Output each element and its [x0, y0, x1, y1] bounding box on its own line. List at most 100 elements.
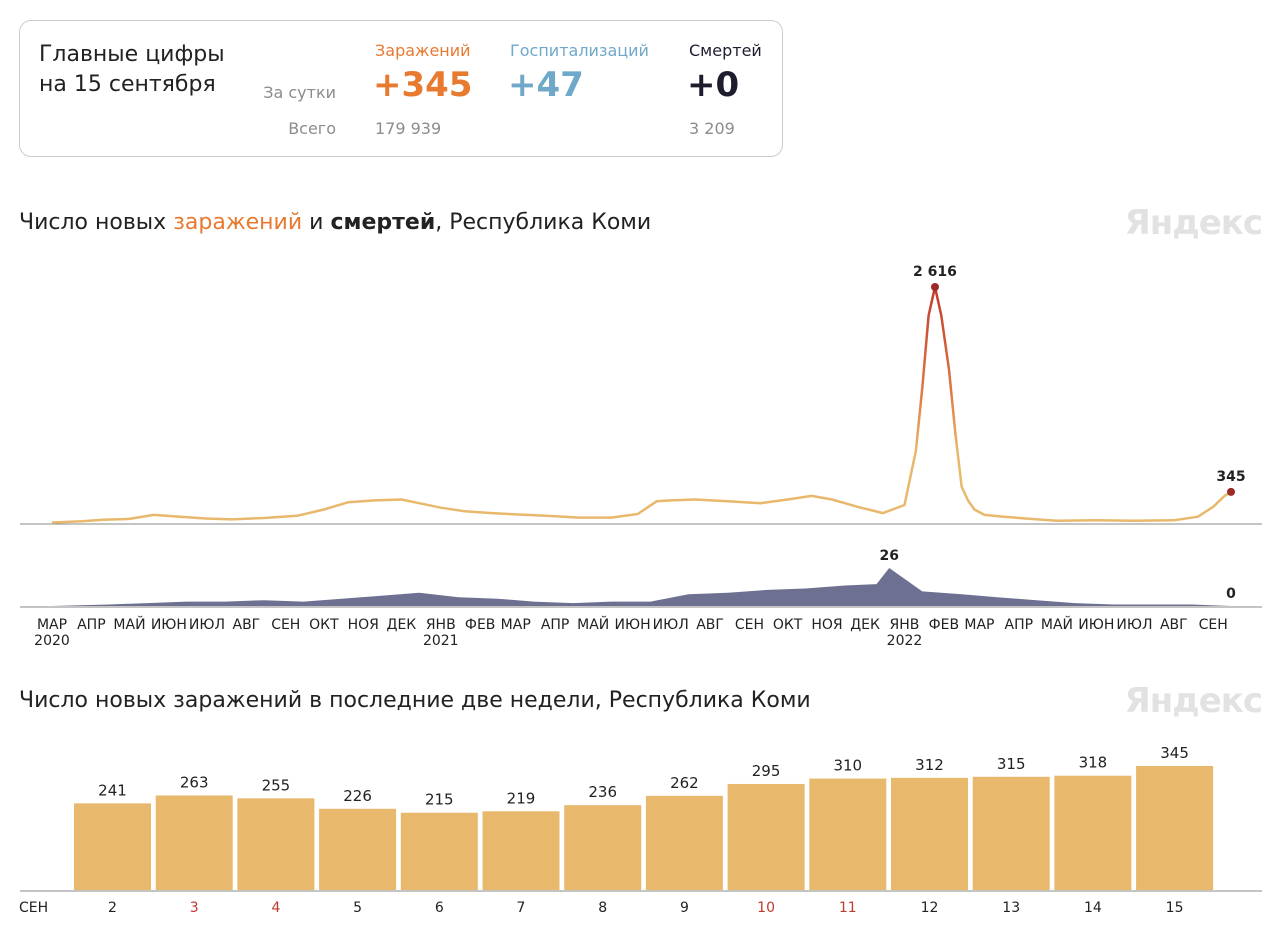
bar-value-label-7: 219 — [507, 789, 536, 807]
bars-month-label: СЕН — [19, 900, 48, 916]
x-tick-label-12: МАР — [501, 617, 531, 633]
deaths-daily: +0 — [687, 65, 740, 105]
bar-value-label-3: 263 — [180, 773, 209, 791]
infections-annotation-1: 345 — [1216, 469, 1245, 485]
bar-value-label-9: 262 — [670, 774, 699, 792]
x-tick-label-2: МАЙ — [113, 615, 145, 633]
bar-value-label-4: 255 — [262, 776, 291, 794]
bar-category-label-11: 11 — [839, 900, 857, 916]
bar-8 — [564, 805, 642, 890]
x-tick-label-3: ИЮН — [151, 617, 187, 633]
summary-title-line2: на 15 сентября — [39, 72, 216, 97]
bar-4 — [237, 798, 315, 890]
year-label-2: 2022 — [887, 633, 923, 649]
infections-label: Заражений — [375, 41, 471, 60]
hospitalizations-daily: +47 — [508, 65, 584, 105]
bar-value-label-6: 215 — [425, 791, 454, 809]
bar-category-label-7: 7 — [517, 900, 526, 916]
bar-9 — [645, 795, 723, 890]
bar-category-label-14: 14 — [1084, 900, 1102, 916]
deaths-label: Смертей — [689, 41, 762, 60]
bar-7 — [482, 811, 560, 890]
bar-12 — [891, 777, 968, 890]
bar-6 — [400, 812, 478, 890]
bar-category-label-9: 9 — [680, 900, 689, 916]
bar-5 — [319, 808, 397, 890]
bars-chart-title: Число новых заражений в последние две не… — [19, 688, 811, 713]
bar-2 — [74, 803, 151, 890]
x-tick-label-13: АПР — [541, 617, 570, 633]
x-tick-label-23: ФЕВ — [929, 617, 960, 633]
bar-value-label-15: 345 — [1160, 744, 1189, 762]
x-tick-label-6: СЕН — [271, 617, 300, 633]
bar-15 — [1136, 766, 1214, 890]
bar-value-label-11: 310 — [833, 757, 862, 775]
x-tick-label-20: НОЯ — [811, 617, 842, 633]
bar-category-label-4: 4 — [271, 900, 280, 916]
x-tick-label-26: МАЙ — [1041, 615, 1073, 633]
deaths-annotation-0: 26 — [880, 548, 899, 564]
bar-11 — [809, 778, 887, 890]
x-tick-label-9: ДЕК — [387, 617, 417, 633]
row-daily-label: За сутки — [263, 83, 336, 102]
yandex-watermark-2: Яндекс — [1124, 681, 1263, 721]
bar-value-label-14: 318 — [1079, 754, 1108, 772]
x-tick-label-27: ИЮН — [1078, 617, 1114, 633]
x-tick-label-30: СЕН — [1199, 617, 1228, 633]
summary-title-line1: Главные цифры — [39, 42, 225, 67]
main-title-part3: и — [302, 210, 331, 235]
main-chart-title: Число новых заражений и смертей, Республ… — [19, 210, 651, 235]
x-tick-label-25: АПР — [1005, 617, 1034, 633]
infections-daily: +345 — [373, 65, 473, 105]
summary-card: Главные цифры на 15 сентября За сутки Вс… — [19, 20, 783, 157]
x-tick-label-11: ФЕВ — [465, 617, 496, 633]
bar-value-label-2: 241 — [98, 781, 127, 799]
main-title-deaths: смертей — [330, 210, 436, 235]
infections-total: 179 939 — [375, 119, 442, 138]
infections-annotation-0: 2 616 — [913, 264, 957, 280]
deaths-area — [52, 568, 1231, 606]
bar-category-label-2: 2 — [108, 900, 117, 916]
x-tick-label-0: МАР — [37, 617, 67, 633]
bar-14 — [1054, 775, 1132, 890]
year-label-1: 2021 — [423, 633, 459, 649]
x-tick-label-7: ОКТ — [309, 617, 339, 633]
x-tick-label-28: ИЮЛ — [1116, 617, 1152, 633]
infections-marker-1 — [1227, 487, 1235, 496]
infections-line — [51, 285, 1232, 524]
x-tick-label-18: СЕН — [735, 617, 764, 633]
bar-value-label-13: 315 — [997, 755, 1026, 773]
x-tick-label-17: АВГ — [696, 617, 724, 633]
row-total-label: Всего — [288, 119, 336, 138]
bar-3 — [155, 795, 233, 890]
bar-category-label-10: 10 — [757, 900, 775, 916]
bar-value-label-5: 226 — [343, 787, 372, 805]
infections-marker-0 — [930, 283, 939, 291]
main-title-infections: заражений — [173, 210, 303, 235]
bar-category-label-6: 6 — [435, 900, 444, 916]
yandex-watermark-1: Яндекс — [1124, 203, 1263, 243]
bar-category-label-8: 8 — [598, 900, 607, 916]
bar-10 — [727, 783, 805, 890]
x-tick-label-22: ЯНВ — [890, 617, 920, 633]
x-tick-label-14: МАЙ — [577, 615, 609, 633]
bar-value-label-8: 236 — [588, 783, 617, 801]
x-tick-label-10: ЯНВ — [426, 617, 456, 633]
x-tick-label-5: АВГ — [233, 617, 261, 633]
bar-value-label-12: 312 — [915, 756, 944, 774]
x-tick-label-4: ИЮЛ — [189, 617, 225, 633]
bar-category-label-15: 15 — [1166, 900, 1184, 916]
main-title-part1: Число новых — [19, 210, 174, 235]
x-tick-label-15: ИЮН — [615, 617, 651, 633]
bar-value-label-10: 295 — [752, 762, 781, 780]
summary-title: Главные цифры на 15 сентября — [39, 40, 225, 100]
x-tick-label-1: АПР — [77, 617, 106, 633]
x-tick-label-19: ОКТ — [773, 617, 803, 633]
main-title-region: , Республика Коми — [435, 210, 652, 235]
deaths-annotation-1: 0 — [1226, 586, 1236, 602]
x-tick-label-16: ИЮЛ — [653, 617, 689, 633]
bar-13 — [972, 776, 1050, 890]
bar-category-label-13: 13 — [1002, 900, 1020, 916]
bar-chart: 241 2 263 3 255 4 226 5 215 6 219 7 236 8 262 9 295 10 310… — [19, 744, 1262, 916]
